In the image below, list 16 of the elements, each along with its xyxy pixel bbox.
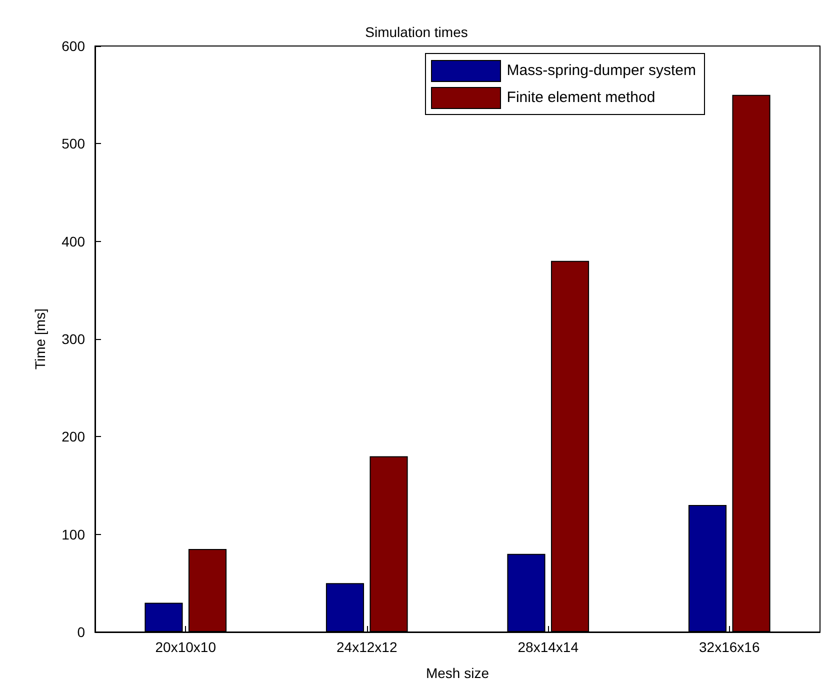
y-axis-title: Time [ms] <box>32 308 48 370</box>
y-tick-label: 0 <box>77 624 86 640</box>
x-tick-label: 24x12x12 <box>336 639 398 655</box>
y-tick-label: 400 <box>62 233 86 250</box>
x-axis-title: Mesh size <box>426 665 490 681</box>
x-tick-label: 32x16x16 <box>699 639 760 655</box>
y-tick-label: 600 <box>62 38 86 54</box>
y-tick-label: 500 <box>62 136 86 152</box>
legend-label: Finite element method <box>506 89 656 106</box>
x-tick-label: 28x14x14 <box>518 639 579 655</box>
y-tick-label: 200 <box>62 428 86 445</box>
y-tick-label: 100 <box>62 526 86 542</box>
chart-title: Simulation times <box>365 24 468 40</box>
x-tick-label: 20x10x10 <box>155 639 216 655</box>
legend-label: Mass-spring-dumper system <box>506 62 696 79</box>
y-tick-label: 300 <box>62 331 86 347</box>
